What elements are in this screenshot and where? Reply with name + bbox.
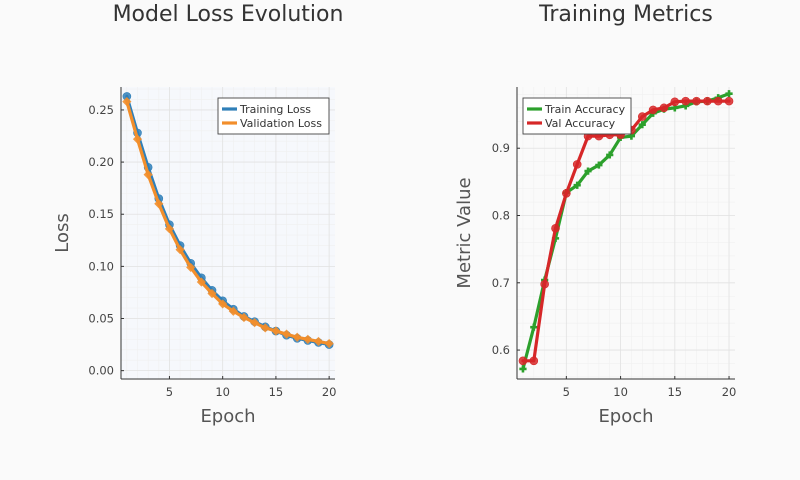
data-point bbox=[562, 189, 571, 198]
data-point bbox=[606, 151, 614, 159]
data-point bbox=[196, 277, 206, 287]
legend-item: Validation Loss bbox=[222, 117, 322, 130]
data-point bbox=[175, 245, 185, 255]
legend-box bbox=[217, 97, 330, 135]
y-tick-label: 0.00 bbox=[88, 364, 114, 378]
data-point bbox=[725, 90, 733, 98]
data-point bbox=[281, 329, 292, 339]
data-point bbox=[681, 96, 690, 106]
data-point bbox=[186, 262, 196, 273]
y-tick-label: 0.7 bbox=[492, 276, 510, 290]
y-tick-label: 0.25 bbox=[88, 103, 114, 117]
x-tick-label: 5 bbox=[166, 385, 173, 399]
data-point bbox=[529, 356, 539, 366]
data-point bbox=[207, 288, 217, 299]
data-point bbox=[260, 323, 270, 333]
y-tick-label: 0.05 bbox=[88, 312, 114, 326]
data-point bbox=[292, 332, 302, 342]
data-point bbox=[572, 160, 582, 169]
data-point bbox=[228, 306, 238, 316]
data-point bbox=[713, 96, 723, 106]
series-val-accuracy bbox=[518, 96, 734, 366]
chart-title: Model Loss Evolution bbox=[113, 2, 344, 27]
data-point bbox=[154, 199, 164, 209]
data-point bbox=[659, 103, 669, 113]
data-point bbox=[638, 121, 646, 129]
legend-item: Val Accuracy bbox=[527, 117, 616, 130]
loss-chart-panel: 5 10 15 20 0.00 0.05 0.10 0.15 0.20 0.25 Model Los… bbox=[52, 2, 343, 427]
y-axis-label: Loss bbox=[52, 213, 73, 252]
x-axis-label: Epoch bbox=[598, 406, 653, 427]
legend-label: Training Loss bbox=[239, 103, 311, 116]
data-point bbox=[218, 299, 228, 309]
data-point bbox=[551, 223, 560, 233]
y-tick-label: 0.20 bbox=[88, 155, 114, 169]
x-axis-label: Epoch bbox=[200, 406, 255, 427]
legend-box bbox=[522, 97, 632, 135]
data-point bbox=[313, 336, 324, 347]
data-point bbox=[573, 181, 581, 189]
legend-item: Training Loss bbox=[222, 103, 311, 116]
x-tick-label: 20 bbox=[722, 385, 737, 399]
data-point bbox=[540, 279, 549, 289]
y-tick-label: 0.15 bbox=[88, 207, 114, 221]
data-point bbox=[584, 167, 592, 175]
legend-label: Val Accuracy bbox=[545, 117, 616, 130]
data-point bbox=[250, 318, 260, 328]
data-point bbox=[164, 224, 175, 234]
data-point bbox=[670, 97, 680, 107]
x-tick-label: 10 bbox=[613, 385, 628, 399]
data-point bbox=[239, 312, 249, 323]
data-point bbox=[530, 323, 538, 331]
y-axis-label: Metric Value bbox=[454, 177, 475, 288]
x-tick-label: 20 bbox=[322, 385, 337, 399]
y-tick-label: 0.6 bbox=[492, 343, 510, 357]
y-tick-label: 0.9 bbox=[492, 141, 510, 155]
data-point bbox=[143, 170, 153, 180]
legend-item: Train Accuracy bbox=[527, 103, 626, 116]
metrics-chart-panel: 5 10 15 20 0.6 0.7 0.8 0.9 Training Metrics Epoch… bbox=[454, 2, 736, 427]
data-point bbox=[724, 96, 734, 106]
data-point bbox=[637, 112, 647, 121]
x-tick-label: 15 bbox=[269, 385, 284, 399]
data-point bbox=[122, 97, 132, 107]
y-tick-label: 0.8 bbox=[492, 209, 510, 223]
chart-title: Training Metrics bbox=[538, 2, 713, 27]
series-validation-loss bbox=[122, 97, 334, 349]
data-point bbox=[271, 326, 281, 336]
data-point bbox=[648, 105, 658, 115]
plot-area bbox=[121, 87, 335, 379]
data-point bbox=[519, 365, 527, 373]
data-point bbox=[595, 161, 603, 169]
y-tick-label: 0.10 bbox=[88, 259, 114, 273]
x-tick-label: 5 bbox=[563, 385, 570, 399]
legend-label: Train Accuracy bbox=[544, 103, 626, 116]
data-point bbox=[132, 134, 143, 144]
x-tick-label: 10 bbox=[215, 385, 230, 399]
data-point bbox=[303, 334, 313, 344]
data-point bbox=[518, 356, 528, 366]
data-point bbox=[692, 96, 701, 106]
data-point bbox=[324, 338, 334, 349]
data-point bbox=[703, 96, 712, 106]
x-tick-label: 15 bbox=[667, 385, 682, 399]
legend-label: Validation Loss bbox=[240, 117, 322, 130]
